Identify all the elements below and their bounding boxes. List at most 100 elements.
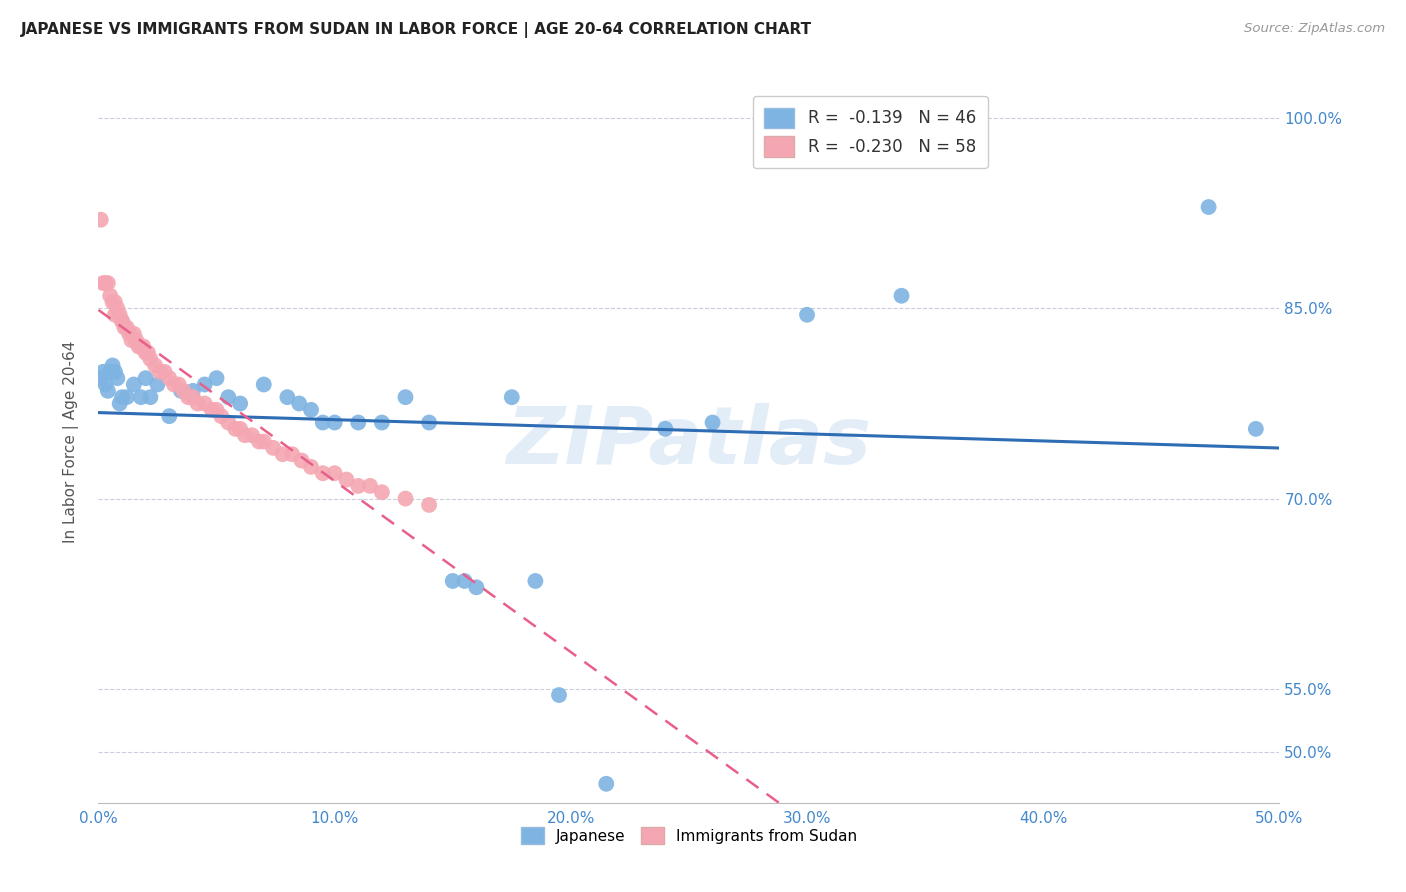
Point	[312, 416, 335, 430]
Point	[247, 434, 270, 449]
Point	[187, 396, 209, 410]
Text: Source: ZipAtlas.com: Source: ZipAtlas.com	[1244, 22, 1385, 36]
Point	[111, 314, 134, 328]
Point	[90, 212, 112, 227]
Point	[101, 359, 124, 373]
Point	[111, 314, 134, 328]
Point	[136, 346, 159, 360]
Point	[229, 396, 252, 410]
Point	[98, 365, 121, 379]
Point	[143, 359, 166, 373]
Point	[104, 295, 127, 310]
Point	[91, 365, 114, 379]
Point	[209, 409, 232, 424]
Legend: Japanese, Immigrants from Sudan: Japanese, Immigrants from Sudan	[509, 814, 869, 856]
Point	[548, 688, 571, 702]
Point	[104, 365, 127, 379]
Point	[371, 485, 394, 500]
Point	[299, 402, 322, 417]
Point	[312, 467, 335, 481]
Point	[347, 416, 370, 430]
Point	[453, 574, 475, 588]
Point	[177, 390, 200, 404]
Point	[157, 371, 180, 385]
Point	[129, 339, 152, 353]
Point	[288, 396, 311, 410]
Point	[97, 384, 120, 398]
Point	[205, 371, 228, 385]
Point	[217, 390, 239, 404]
Point	[94, 276, 117, 290]
Point	[129, 390, 152, 404]
Point	[167, 377, 190, 392]
Point	[1244, 422, 1267, 436]
Point	[98, 289, 121, 303]
Point	[524, 574, 547, 588]
Point	[323, 416, 346, 430]
Point	[224, 422, 246, 436]
Point	[194, 377, 217, 392]
Point	[181, 390, 204, 404]
Text: JAPANESE VS IMMIGRANTS FROM SUDAN IN LABOR FORCE | AGE 20-64 CORRELATION CHART: JAPANESE VS IMMIGRANTS FROM SUDAN IN LAB…	[21, 22, 813, 38]
Point	[121, 333, 143, 347]
Point	[290, 453, 312, 467]
Point	[163, 377, 186, 392]
Point	[146, 377, 169, 392]
Point	[108, 396, 131, 410]
Point	[101, 295, 124, 310]
Point	[105, 371, 128, 385]
Point	[233, 428, 256, 442]
Point	[112, 320, 135, 334]
Point	[181, 384, 204, 398]
Point	[135, 346, 157, 360]
Point	[97, 276, 120, 290]
Point	[299, 459, 322, 474]
Point	[335, 473, 357, 487]
Point	[115, 320, 138, 334]
Point	[149, 365, 172, 379]
Point	[253, 377, 276, 392]
Point	[281, 447, 304, 461]
Point	[441, 574, 464, 588]
Point	[359, 479, 381, 493]
Point	[90, 371, 112, 385]
Point	[91, 276, 114, 290]
Point	[418, 416, 440, 430]
Point	[115, 390, 138, 404]
Point	[394, 390, 416, 404]
Point	[108, 308, 131, 322]
Point	[94, 377, 117, 392]
Point	[890, 289, 912, 303]
Point	[170, 384, 193, 398]
Point	[132, 339, 155, 353]
Y-axis label: In Labor Force | Age 20-64: In Labor Force | Age 20-64	[63, 341, 79, 542]
Point	[1198, 200, 1220, 214]
Point	[595, 777, 617, 791]
Point	[796, 308, 818, 322]
Point	[654, 422, 676, 436]
Point	[217, 416, 239, 430]
Point	[105, 301, 128, 316]
Point	[111, 390, 134, 404]
Point	[118, 326, 141, 341]
Point	[418, 498, 440, 512]
Point	[122, 377, 145, 392]
Point	[501, 390, 523, 404]
Point	[394, 491, 416, 506]
Point	[104, 308, 127, 322]
Point	[347, 479, 370, 493]
Point	[153, 365, 176, 379]
Point	[229, 422, 252, 436]
Point	[371, 416, 394, 430]
Point	[201, 402, 224, 417]
Text: ZIPatlas: ZIPatlas	[506, 402, 872, 481]
Point	[271, 447, 294, 461]
Point	[194, 396, 217, 410]
Point	[139, 390, 162, 404]
Point	[122, 326, 145, 341]
Point	[135, 371, 157, 385]
Point	[240, 428, 263, 442]
Point	[465, 580, 488, 594]
Point	[128, 339, 150, 353]
Point	[125, 333, 148, 347]
